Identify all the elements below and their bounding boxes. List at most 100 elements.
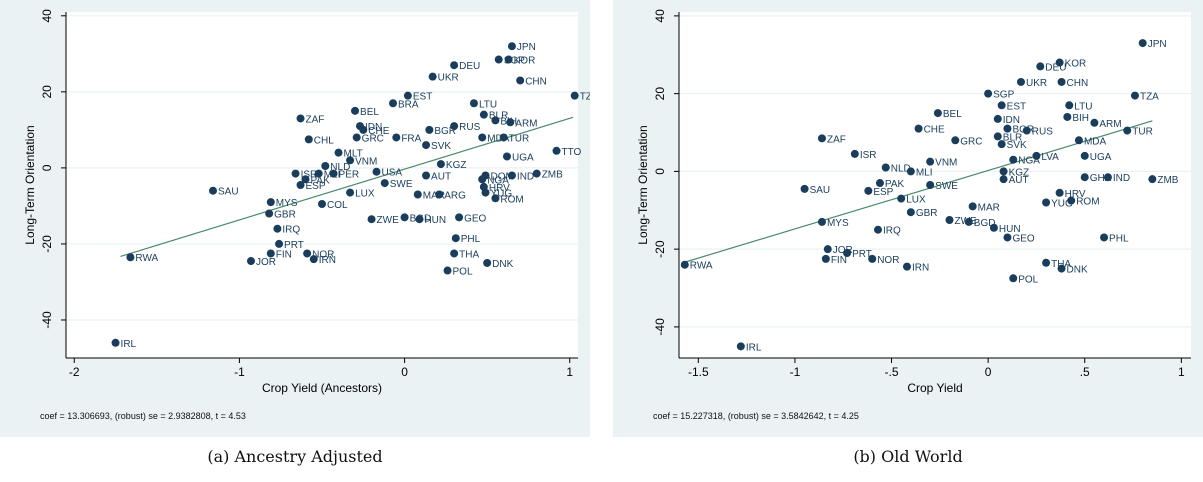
data-point — [1067, 196, 1076, 205]
data-point — [1138, 39, 1147, 48]
point-label: FRA — [401, 133, 421, 144]
point-label: FIN — [831, 255, 847, 266]
point-label: SWE — [390, 179, 413, 190]
data-point — [483, 258, 492, 267]
point-label: MAR — [978, 202, 1000, 213]
data-point — [1003, 124, 1012, 133]
point-label: MYS — [827, 218, 849, 229]
point-label: SAU — [810, 185, 831, 196]
data-point — [906, 208, 915, 217]
point-label: NOR — [312, 249, 334, 260]
data-point — [800, 184, 809, 193]
data-point — [999, 175, 1008, 184]
point-label: IRL — [746, 342, 762, 353]
data-point — [359, 125, 368, 134]
point-label: PHL — [1109, 233, 1129, 244]
y-tick-label: 20 — [653, 87, 667, 101]
data-point — [680, 260, 689, 269]
data-point — [314, 169, 323, 178]
data-point — [868, 254, 877, 263]
point-label: ROM — [500, 194, 523, 205]
point-label: TZA — [580, 92, 590, 103]
data-point — [352, 133, 361, 142]
data-point — [736, 342, 745, 351]
point-label: AUT — [431, 171, 451, 182]
x-tick-label: 0 — [401, 365, 408, 379]
point-label: UKR — [438, 73, 459, 84]
data-point — [301, 175, 310, 184]
data-point — [450, 249, 459, 258]
data-point — [874, 225, 883, 234]
data-point — [516, 76, 525, 85]
fit-line — [120, 116, 574, 258]
x-tick-label: -1.5 — [688, 365, 709, 379]
x-tick-label: 1 — [1178, 365, 1185, 379]
x-tick-label: .5 — [1080, 365, 1090, 379]
data-point — [906, 167, 915, 176]
data-point — [275, 239, 284, 248]
data-point — [291, 169, 300, 178]
data-point — [372, 167, 381, 176]
caption-panel-a: (a) Ancestry Adjusted — [207, 447, 383, 466]
data-point — [1080, 173, 1089, 182]
x-tick-label: 1 — [566, 365, 573, 379]
point-label: RUS — [459, 122, 480, 133]
point-label: SGP — [504, 56, 525, 67]
x-tick-label: 0 — [985, 365, 992, 379]
point-label: BIH — [1072, 113, 1089, 124]
data-point — [266, 198, 275, 207]
point-label: AUT — [1009, 175, 1029, 186]
point-label: CHE — [368, 126, 389, 137]
data-point — [413, 190, 422, 199]
data-point — [897, 194, 906, 203]
data-point — [1057, 77, 1066, 86]
point-label: MDA — [1084, 136, 1107, 147]
data-point — [1063, 112, 1072, 121]
x-axis-label: Crop Yield — [907, 381, 962, 395]
data-point — [491, 194, 500, 203]
data-point — [266, 249, 275, 258]
point-label: BEL — [360, 107, 379, 118]
point-label: USA — [382, 168, 403, 179]
point-label: MAR — [423, 191, 445, 202]
data-point — [469, 99, 478, 108]
point-label: KOR — [1065, 59, 1087, 70]
data-point — [303, 249, 312, 258]
point-label: LTU — [479, 99, 497, 110]
data-point — [997, 140, 1006, 149]
data-point — [478, 133, 487, 142]
data-point — [532, 169, 541, 178]
data-point — [422, 171, 431, 180]
point-label: CHN — [1067, 78, 1089, 89]
data-point — [1057, 264, 1066, 273]
data-point — [273, 224, 282, 233]
data-point — [999, 167, 1008, 176]
data-point — [1055, 58, 1064, 67]
data-point — [817, 217, 826, 226]
point-label: ZMB — [1157, 175, 1178, 186]
data-point — [507, 42, 516, 51]
panel-old-world: -40 -20 0 20 40 -1.5 -1 -.5 0 .5 1 Crop Yield Long-T… — [613, 0, 1203, 437]
data-point — [479, 182, 488, 191]
y-tick-label: 40 — [40, 9, 54, 23]
data-point — [506, 118, 515, 127]
data-point — [425, 125, 434, 134]
x-axis-label: Crop Yield (Ancestors) — [262, 381, 382, 395]
data-point — [309, 255, 318, 264]
point-label: NLD — [891, 164, 911, 175]
point-label: HRV — [489, 183, 510, 194]
y-tick-label: 40 — [653, 9, 667, 23]
data-point — [1042, 198, 1051, 207]
y-tick-label: -40 — [40, 311, 54, 329]
point-label: DOM — [491, 171, 514, 182]
data-point — [989, 223, 998, 232]
point-label: SVK — [431, 141, 451, 152]
y-tick-label: 20 — [40, 85, 54, 99]
data-point — [111, 338, 120, 347]
data-point — [875, 179, 884, 188]
y-tick-label: -40 — [653, 318, 667, 336]
point-label: SAU — [218, 187, 239, 198]
point-label: IRN — [912, 263, 929, 274]
point-label: GBR — [916, 208, 938, 219]
data-point — [1036, 62, 1045, 71]
